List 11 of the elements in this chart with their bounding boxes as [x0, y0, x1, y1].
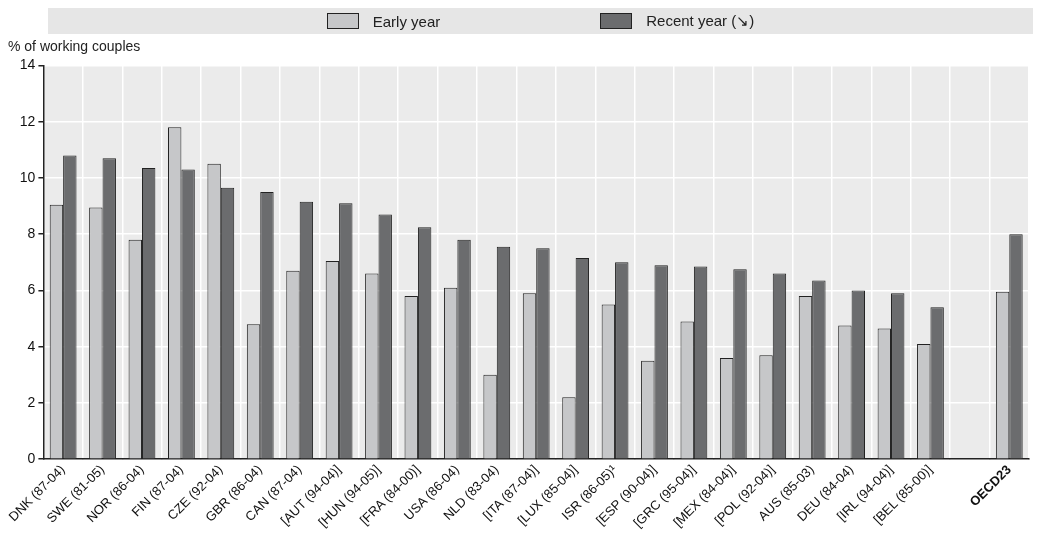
y-tick-label: 6 — [27, 281, 36, 298]
legend-label: Recent year (↘) — [646, 12, 755, 30]
y-tick-label: 10 — [19, 168, 36, 185]
y-tick-label: 12 — [19, 112, 36, 129]
y-tick-label: 8 — [27, 225, 36, 242]
y-tick-label: 2 — [27, 393, 36, 410]
y-tick-label: 0 — [27, 450, 36, 467]
y-axis-title: % of working couples — [8, 38, 142, 54]
y-tick-label: 14 — [19, 56, 36, 73]
legend-label: Early year — [372, 12, 441, 30]
y-tick-label: 4 — [27, 337, 36, 354]
